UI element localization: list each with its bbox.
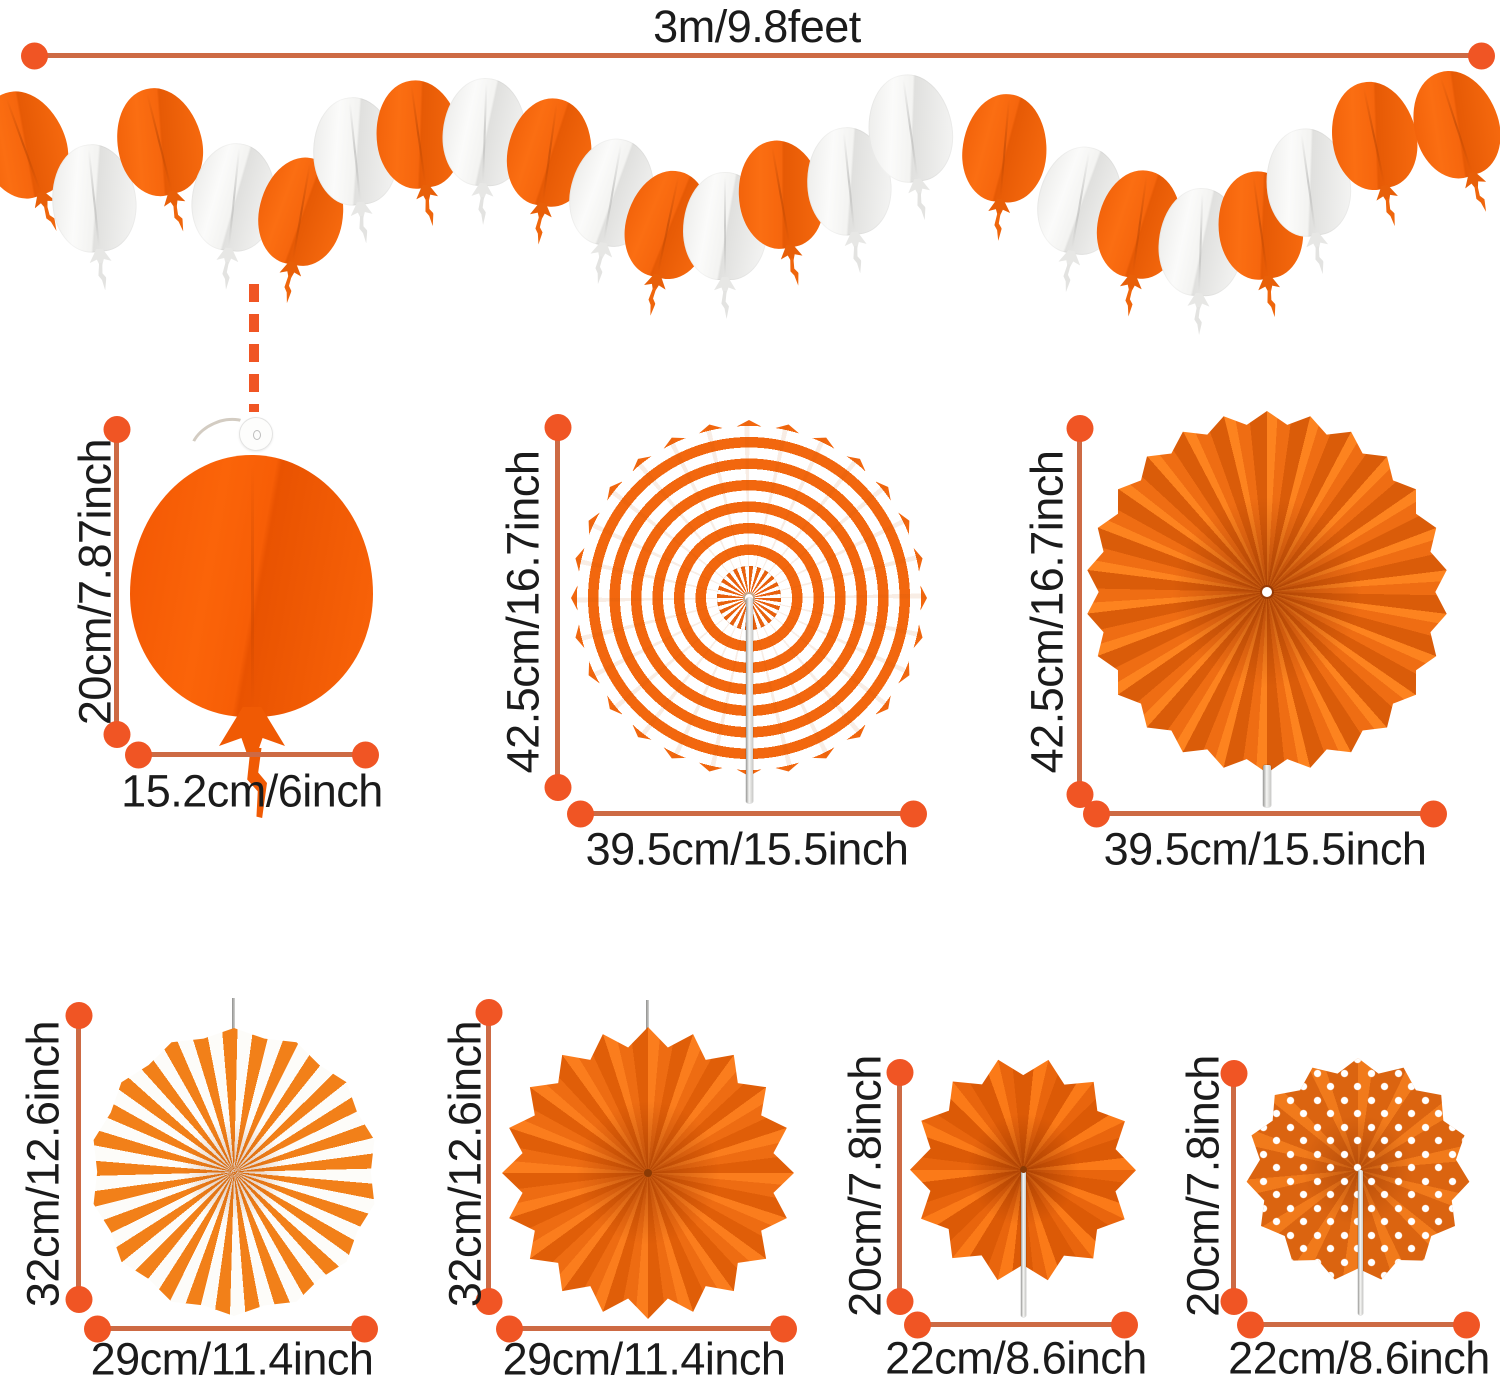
- callout-dashed-line: [249, 284, 259, 412]
- pinwheel-fan-height-label: 32cm/12.6inch: [439, 1020, 491, 1308]
- solid-fan-stick: [1263, 765, 1271, 807]
- solid-fan-center-dot: [1262, 587, 1272, 597]
- balloon-ribbon: [358, 215, 369, 244]
- balloon-ribbon: [281, 275, 294, 304]
- balloon-ribbon: [592, 256, 605, 285]
- balloon-height-dimension-line: [114, 427, 119, 737]
- polka-fan-height-dimension-line: [1231, 1071, 1236, 1304]
- balloon-ribbon: [423, 198, 435, 227]
- balloon-ribbon: [1193, 307, 1202, 335]
- balloon-ribbon: [1265, 289, 1277, 318]
- striped-fan-height-label: 42.5cm/16.7inch: [497, 450, 549, 774]
- balloon-ribbon: [1313, 246, 1325, 275]
- small-fan-width-label: 22cm/8.6inch: [885, 1332, 1147, 1384]
- small-fan-height-label: 20cm/7.8inch: [839, 1055, 891, 1317]
- balloon-body: [861, 68, 960, 188]
- balloon-ribbon: [915, 192, 927, 221]
- spiral-paper-fan: [93, 1028, 375, 1316]
- balloon-height-label: 20cm/7.87inch: [69, 438, 121, 726]
- single-paper-balloon: [130, 455, 373, 717]
- balloon-ribbon: [533, 216, 545, 245]
- spiral-fan-width-label: 29cm/11.4inch: [90, 1333, 374, 1385]
- striped-fan-stick: [746, 598, 753, 803]
- pinwheel-fan-center-dot: [644, 1169, 652, 1177]
- balloon-ribbon: [993, 212, 1003, 241]
- solid-fan-width-dimension-line: [1094, 811, 1436, 816]
- balloon-hanging-tag: [239, 417, 273, 451]
- balloon-ribbon: [788, 258, 801, 287]
- pinwheel-fan-width-dimension-line: [507, 1326, 786, 1331]
- balloon-ribbon: [477, 197, 486, 225]
- polka-fan-width-label: 22cm/8.6inch: [1228, 1332, 1490, 1384]
- striped-fan-width-label: 39.5cm/15.5inch: [585, 823, 909, 875]
- solid-fan-width-label: 39.5cm/15.5inch: [1103, 823, 1427, 875]
- small-fan-center-dot: [1020, 1166, 1027, 1173]
- balloon-ribbon: [1123, 288, 1135, 317]
- balloon-ribbon: [645, 287, 659, 316]
- polka-fan-width-dimension-line: [1248, 1322, 1469, 1327]
- garland-length-label: 3m/9.8feet: [653, 1, 861, 52]
- striped-fan-height-dimension-line: [555, 425, 560, 790]
- small-fan-width-dimension-line: [915, 1322, 1127, 1327]
- polka-fan-height-label: 20cm/7.8inch: [1177, 1055, 1229, 1317]
- balloon-ribbon: [1472, 185, 1488, 214]
- balloon-width-dimension-line: [136, 752, 368, 757]
- balloon-ribbon: [1060, 264, 1073, 293]
- solid-fan-height-label: 42.5cm/16.7inch: [1021, 450, 1073, 774]
- spiral-fan-height-dimension-line: [76, 1013, 81, 1302]
- pinwheel-fan-width-label: 29cm/11.4inch: [502, 1333, 786, 1385]
- balloon-body: [958, 90, 1052, 206]
- small-fan-height-dimension-line: [897, 1070, 902, 1304]
- polka-fan-stick: [1358, 1170, 1363, 1315]
- balloon-ribbon: [721, 291, 729, 319]
- balloon-ribbon: [220, 261, 231, 290]
- striped-fan-width-dimension-line: [578, 811, 916, 816]
- balloon-ribbon: [97, 262, 108, 291]
- balloon-width-label: 15.2cm/6inch: [121, 765, 383, 817]
- spiral-fan-width-dimension-line: [95, 1326, 367, 1331]
- small-fan-stick: [1021, 1170, 1026, 1317]
- solid-fan-height-dimension-line: [1077, 426, 1082, 797]
- garland-length-dimension-line: [32, 53, 1484, 58]
- balloon-ribbon: [852, 245, 863, 274]
- spiral-fan-height-label: 32cm/12.6inch: [17, 1020, 69, 1308]
- balloon-ribbon: [1383, 198, 1397, 227]
- pinwheel-fan-height-dimension-line: [486, 1010, 491, 1304]
- balloon-ribbon: [171, 204, 186, 233]
